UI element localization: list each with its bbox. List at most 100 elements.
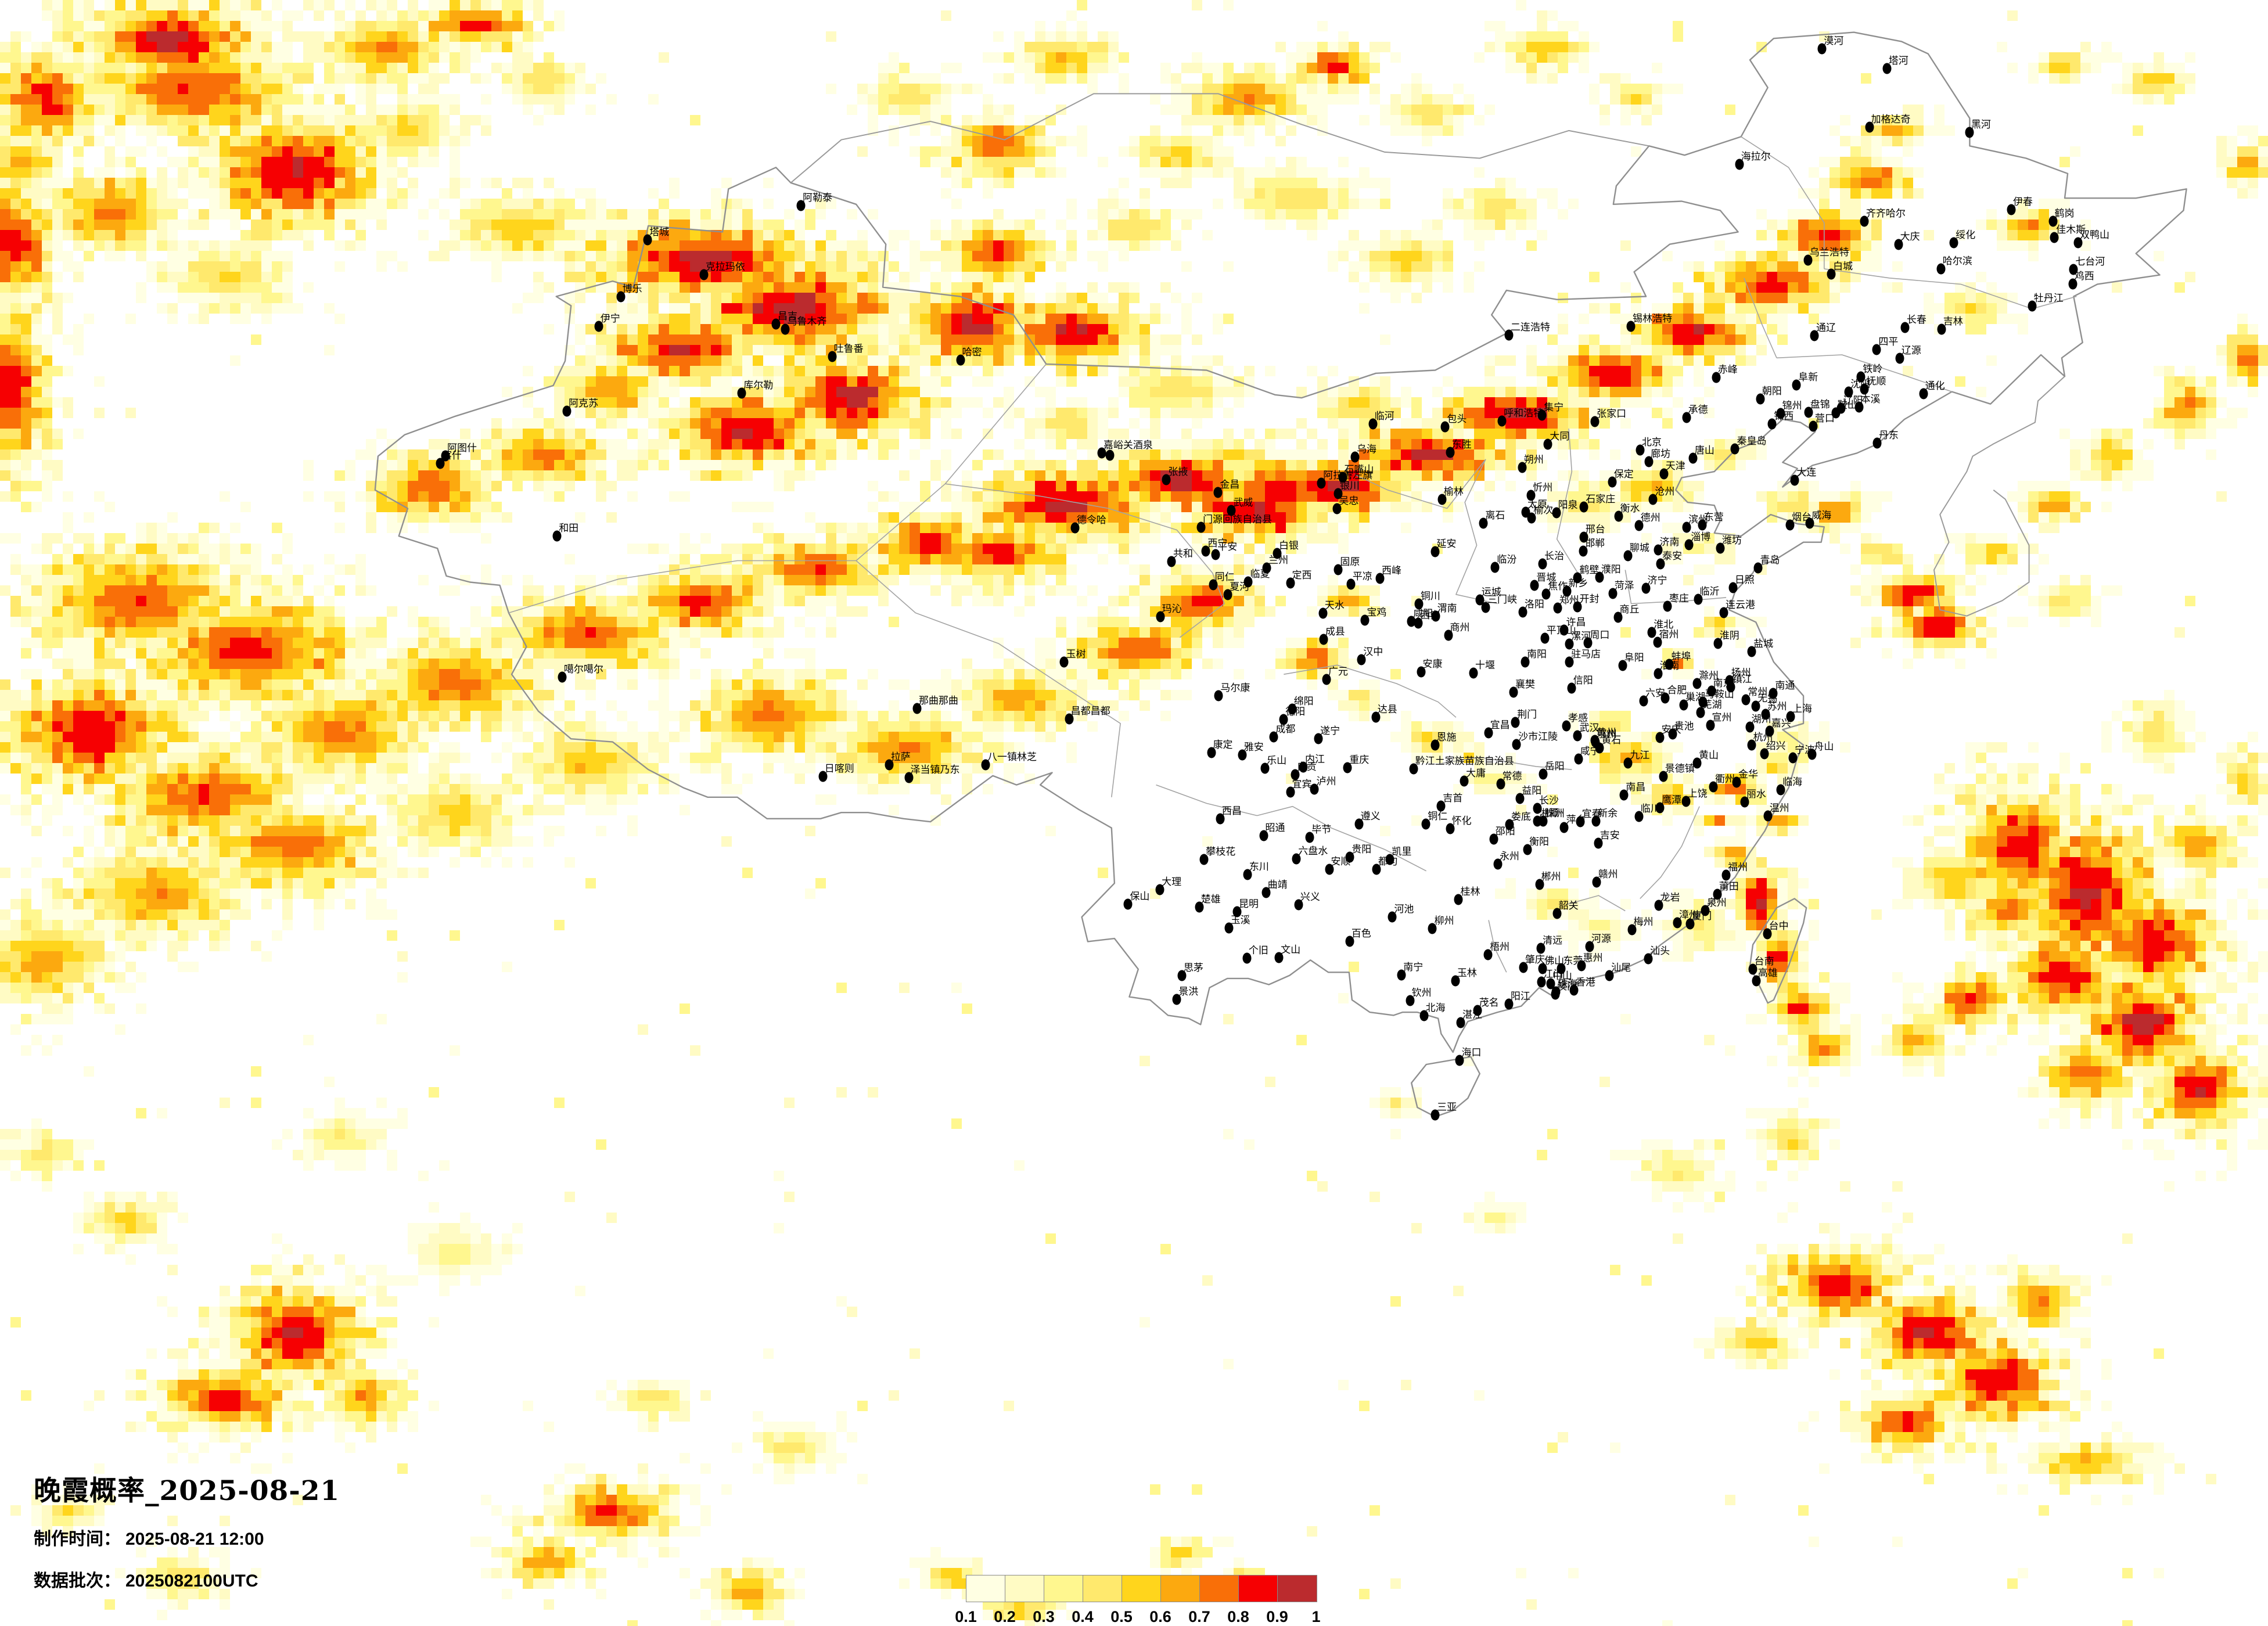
- city-dot: [1294, 899, 1303, 911]
- city-label: 盐城: [1753, 638, 1774, 650]
- city-dot: [1539, 815, 1548, 827]
- city-label: 张掖: [1168, 466, 1188, 479]
- city-dot: [1155, 884, 1164, 895]
- city-dot: [1831, 407, 1841, 419]
- city-dot: [1262, 562, 1271, 574]
- city-dot: [1232, 906, 1242, 918]
- city-label: 银川: [1339, 480, 1360, 492]
- city-dot: [1659, 468, 1669, 480]
- city-label: 玉林: [1457, 967, 1477, 979]
- city-label: 拉萨: [890, 751, 911, 763]
- legend-tick: 0.9: [1266, 1608, 1288, 1625]
- legend-tick: 0.6: [1149, 1608, 1171, 1625]
- city-label: 丽水: [1746, 788, 1766, 800]
- city-dot: [1489, 833, 1498, 845]
- city-label: 江门: [1543, 969, 1563, 981]
- city-label: 白城: [1833, 261, 1853, 273]
- city-label: 吴忠: [1339, 495, 1359, 508]
- city-dot: [1223, 589, 1232, 600]
- city-label: 攀枝花: [1206, 846, 1236, 858]
- city-dot: [1706, 720, 1715, 731]
- city-label: 韶关: [1558, 900, 1579, 912]
- city-dot: [1414, 598, 1424, 610]
- city-dot: [1937, 323, 1946, 335]
- city-dot: [1639, 695, 1648, 707]
- province-border: [1354, 459, 1486, 509]
- city-label: 怀化: [1451, 815, 1472, 828]
- city-dot: [1728, 582, 1738, 593]
- city-dot: [1322, 674, 1331, 685]
- city-label: 定西: [1292, 569, 1312, 581]
- legend-tick: 0.2: [994, 1608, 1016, 1625]
- city-dot: [1543, 438, 1552, 450]
- city-label: 乌海: [1357, 444, 1377, 456]
- province-border: [508, 364, 1047, 614]
- city-dot: [1583, 637, 1593, 649]
- city-dot: [1455, 1055, 1464, 1066]
- city-label: 茂名: [1479, 997, 1499, 1009]
- city-dot: [1576, 816, 1585, 828]
- city-dot: [1537, 976, 1546, 988]
- city-dot: [2028, 300, 2037, 312]
- city-label: 玉树: [1066, 649, 1086, 661]
- city-dot: [1656, 558, 1665, 570]
- province-border: [1156, 784, 1427, 872]
- city-label: 莆田: [1719, 880, 1739, 893]
- city-dot: [1817, 43, 1827, 55]
- city-dot: [1653, 636, 1662, 648]
- city-dot: [1682, 521, 1691, 533]
- city-dot: [1655, 732, 1665, 743]
- city-dot: [1741, 694, 1751, 706]
- city-dot: [1291, 769, 1300, 780]
- city-label: 湖州: [1751, 713, 1771, 725]
- city-label: 哈密: [962, 347, 982, 359]
- city-label: 南通: [1775, 679, 1795, 692]
- city-label: 漠河: [1824, 35, 1844, 47]
- city-label: 文山: [1281, 944, 1301, 956]
- city-dot: [2069, 264, 2078, 275]
- city-label: 临河: [1374, 411, 1394, 423]
- city-label: 绍兴: [1766, 740, 1786, 753]
- city-dot: [1317, 477, 1326, 489]
- city-label: 日喀则: [824, 763, 854, 775]
- city-dot: [1713, 638, 1723, 649]
- city-dot: [1509, 686, 1518, 698]
- city-label: 兰州: [1268, 555, 1289, 567]
- city-dot: [552, 530, 562, 542]
- city-dot: [1504, 329, 1514, 341]
- city-label: 蚌埠: [1671, 651, 1691, 663]
- city-label: 周口: [1590, 629, 1610, 641]
- city-dot: [1608, 588, 1618, 599]
- city-dot: [1681, 796, 1691, 807]
- city-label: 嘉兴: [1771, 718, 1791, 730]
- city-dot: [1537, 409, 1547, 421]
- city-dot: [1753, 562, 1763, 574]
- city-dot: [1417, 666, 1426, 678]
- city-label: 阿拉善左旗: [1323, 469, 1373, 481]
- city-dot: [1579, 531, 1588, 543]
- city-label: 运城: [1481, 586, 1501, 598]
- city-label: 株洲: [1544, 807, 1565, 819]
- city-label: 桂林: [1460, 886, 1480, 898]
- province-border: [1640, 806, 1700, 899]
- city-label: 乌鲁木齐: [787, 316, 827, 328]
- made-time-row: 制作时间： 2025-08-21 12:00: [34, 1524, 340, 1550]
- city-dot: [1201, 545, 1210, 557]
- city-dot: [1559, 822, 1569, 833]
- city-dot: [1527, 512, 1536, 524]
- city-label: 常德: [1502, 771, 1522, 783]
- city-dot: [1473, 1005, 1482, 1016]
- city-label: 绥化: [1956, 229, 1976, 241]
- city-label: 平安: [1217, 541, 1238, 553]
- city-label: 淮阴: [1719, 630, 1739, 642]
- city-dot: [1605, 970, 1614, 981]
- city-dot: [1350, 451, 1360, 463]
- city-dot: [1538, 963, 1547, 974]
- province-border: [1624, 570, 1727, 605]
- city-dot: [1530, 580, 1539, 591]
- city-dot: [1541, 588, 1551, 600]
- city-label: 朝阳: [1762, 385, 1782, 397]
- city-label: 沧州: [1655, 485, 1675, 498]
